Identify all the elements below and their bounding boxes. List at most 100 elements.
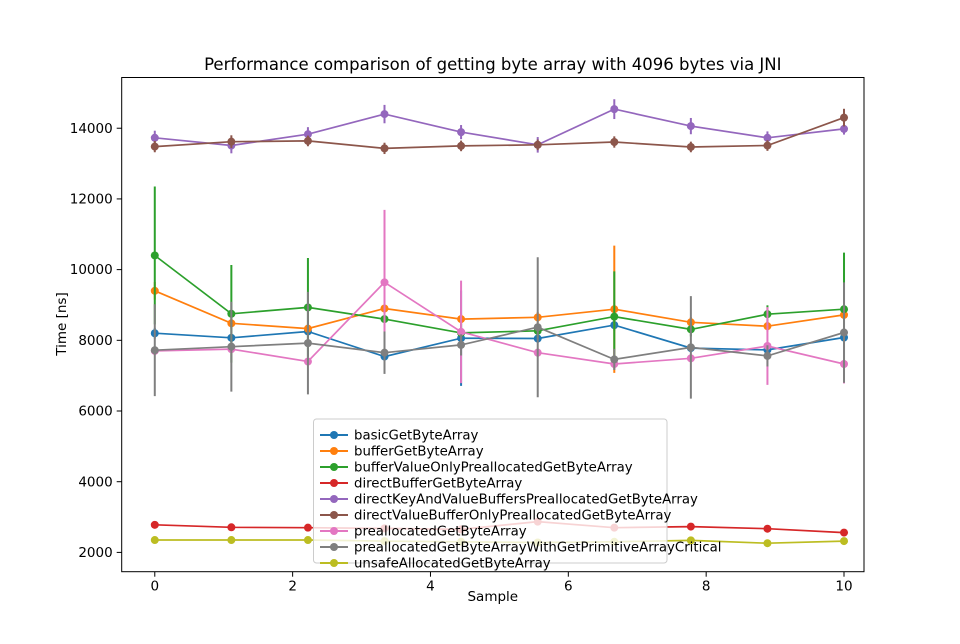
series-line [154,281,845,365]
legend-label: directBufferGetByteArray [354,477,522,492]
legend-marker-icon [330,431,338,439]
chart-title: Performance comparison of getting byte a… [204,55,781,74]
data-point-marker [150,142,159,151]
legend-label: preallocatedGetByteArray [354,525,527,540]
data-point-marker [763,133,772,142]
data-point-marker [763,141,772,150]
series-line [154,290,845,330]
data-point-marker [303,339,312,348]
x-tick-label: 2 [288,579,297,595]
data-point-marker [763,524,772,533]
x-tick-label: 8 [702,579,711,595]
axes-frame [121,77,865,573]
data-point-marker [227,342,236,351]
legend: basicGetByteArraybufferGetByteArraybuffe… [313,418,721,572]
legend-label: bufferValueOnlyPreallocatedGetByteArray [354,461,633,476]
data-point-marker [610,138,619,147]
legend-label: bufferGetByteArray [354,445,484,460]
data-point-marker [840,124,849,133]
legend-marker-icon [330,479,338,487]
legend-item-bufferValueOnlyPreallocatedGetByteArray: bufferValueOnlyPreallocatedGetByteArray [320,461,633,476]
legend-item-preallocatedGetByteArrayWithGetPrimitiveArrayCritical: preallocatedGetByteArrayWithGetPrimitive… [320,541,721,556]
series-line [154,254,845,334]
data-point-marker [303,130,312,139]
y-axis-label: Time [ns] [54,292,70,356]
data-point-marker [457,128,466,137]
legend-item-directBufferGetByteArray: directBufferGetByteArray [320,477,522,492]
y-tick-label: 4000 [78,474,112,490]
data-point-marker [610,105,619,114]
legend-item-unsafeAllocatedGetByteArray: unsafeAllocatedGetByteArray [320,557,551,572]
y-tick-label: 8000 [78,333,112,349]
data-point-marker [840,537,849,546]
data-point-marker [763,351,772,360]
data-point-marker [686,122,695,131]
series-line [154,108,845,147]
data-point-marker [150,520,159,529]
legend-marker-icon [330,447,338,455]
data-point-marker [380,144,389,153]
x-tick-label: 4 [426,579,435,595]
legend-item-directKeyAndValueBuffersPreallocatedGetByteArray: directKeyAndValueBuffersPreallocatedGetB… [320,493,698,508]
legend-marker-icon [330,495,338,503]
data-point-marker [457,340,466,349]
data-point-marker [610,312,619,321]
data-point-marker [303,536,312,545]
x-tick-label: 0 [150,579,159,595]
data-point-marker [150,536,159,545]
legend-item-bufferGetByteArray: bufferGetByteArray [320,445,484,460]
x-tick-label: 10 [835,579,852,595]
data-point-marker [150,251,159,260]
series-directValueBufferOnlyPreallocatedGetByteArray [150,108,849,155]
legend-item-preallocatedGetByteArray: preallocatedGetByteArray [320,525,527,540]
data-point-marker [303,523,312,532]
legend-label: preallocatedGetByteArrayWithGetPrimitive… [354,541,721,556]
y-tick-label: 14000 [70,121,113,137]
legend-marker-icon [330,559,338,567]
data-point-marker [457,141,466,150]
legend-item-directValueBufferOnlyPreallocatedGetByteArray: directValueBufferOnlyPreallocatedGetByte… [320,509,671,524]
series-line [154,324,845,358]
data-point-marker [840,528,849,537]
data-point-marker [686,343,695,352]
data-point-marker [150,133,159,142]
legend-label: unsafeAllocatedGetByteArray [354,557,551,572]
data-point-marker [303,136,312,145]
y-tick-label: 2000 [78,545,112,561]
series-preallocatedGetByteArrayWithGetPrimitiveArrayCritical [150,257,849,399]
legend-marker-icon [330,511,338,519]
y-tick-label: 12000 [70,192,113,208]
plot-content-layer: 2000 4000 6000 8000 10000 12000 14000 0 2 4 6 8 10 ba… [70,99,853,595]
data-point-marker [227,523,236,532]
data-point-marker [380,278,389,287]
legend-label: directKeyAndValueBuffersPreallocatedGetB… [354,493,698,508]
data-point-marker [533,323,542,332]
series-basicGetByteArray [150,290,849,386]
legend-marker-icon [330,527,338,535]
data-point-marker [763,539,772,548]
data-point-marker [457,327,466,336]
legend-label: basicGetByteArray [354,429,479,444]
y-tick-label: 6000 [78,404,112,420]
data-point-marker [686,522,695,531]
legend-label: directValueBufferOnlyPreallocatedGetByte… [354,509,671,524]
data-point-marker [227,137,236,146]
data-point-marker [227,536,236,545]
series-line [154,116,845,150]
data-point-marker [380,348,389,357]
data-point-marker [840,328,849,337]
data-point-marker [840,113,849,122]
x-axis-label: Sample [467,589,518,605]
data-point-marker [150,346,159,355]
x-tick-label: 6 [564,579,573,595]
legend-box [313,418,668,564]
data-point-marker [533,140,542,149]
y-tick-label: 10000 [70,262,113,278]
series-preallocatedGetByteArray [150,209,849,385]
data-point-marker [610,355,619,364]
legend-item-basicGetByteArray: basicGetByteArray [320,429,479,444]
data-point-marker [686,142,695,151]
data-point-marker [380,110,389,119]
